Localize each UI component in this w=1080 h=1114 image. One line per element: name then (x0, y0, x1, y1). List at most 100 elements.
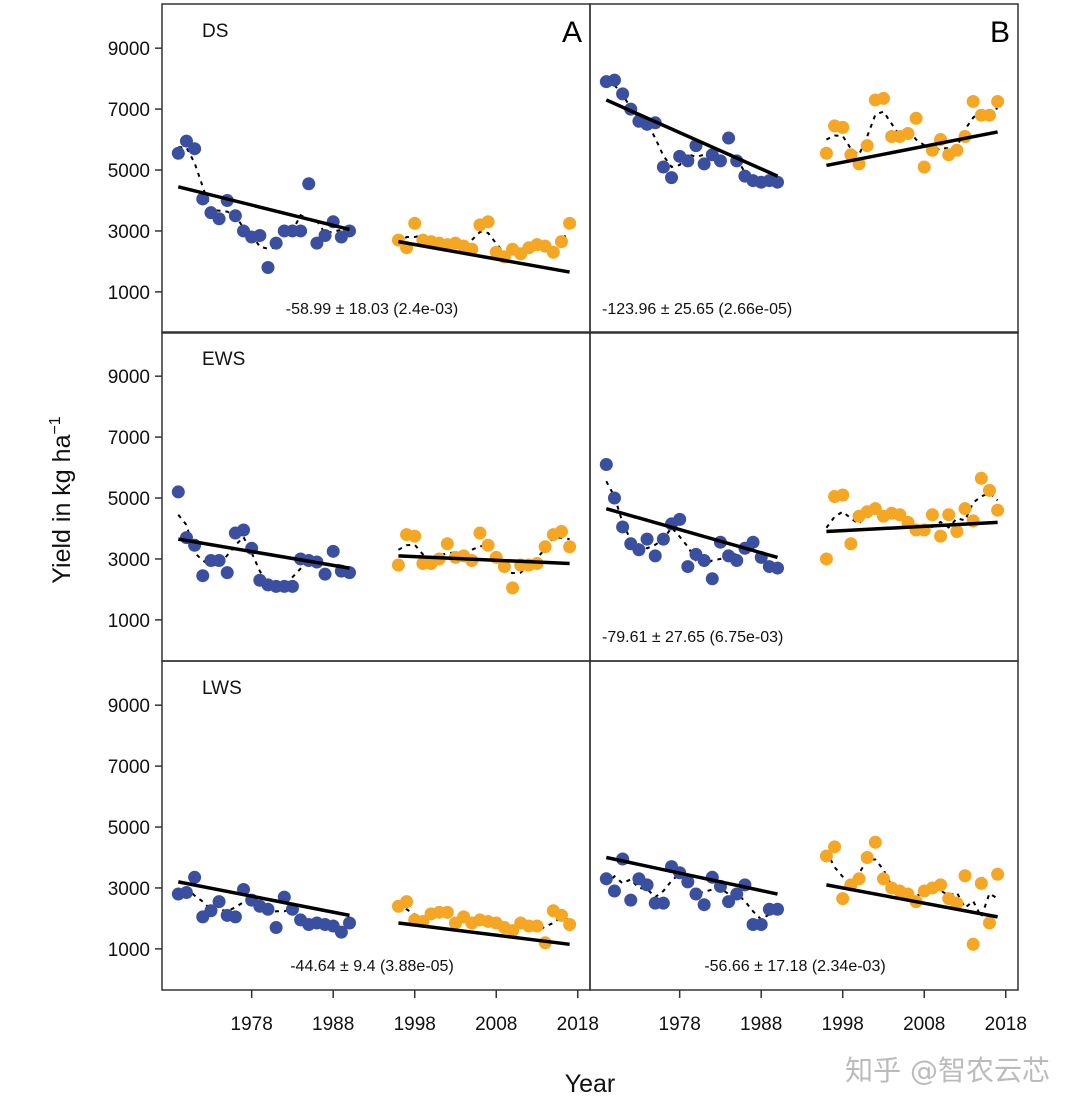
data-point (188, 142, 202, 156)
data-point (440, 905, 454, 919)
data-point (665, 171, 679, 185)
data-point (179, 886, 193, 900)
season-label: LWS (202, 678, 242, 699)
panel-2-1: -56.66 ± 17.18 (2.34e-03) (589, 660, 1019, 991)
data-point (771, 561, 785, 575)
y-tick-label: 7000 (108, 757, 150, 778)
panel-1-0: EWS (161, 331, 591, 662)
data-point (681, 560, 695, 574)
data-point (616, 87, 630, 101)
data-point (294, 224, 308, 238)
panel-0-0: DS A -58.99 ± 18.03 (2.4e-03) (161, 3, 591, 334)
data-point (860, 139, 874, 153)
data-point (607, 884, 621, 898)
data-point (408, 529, 422, 543)
data-point (656, 532, 670, 546)
data-point (400, 895, 414, 909)
data-point (819, 552, 833, 566)
data-point (722, 895, 736, 909)
data-point (868, 502, 882, 516)
data-point (893, 508, 907, 522)
data-point (310, 236, 324, 250)
panel-letter: A (562, 16, 582, 49)
data-point (934, 878, 948, 892)
data-point (506, 581, 520, 595)
data-point (640, 878, 654, 892)
data-point (974, 471, 988, 485)
data-point (836, 120, 850, 134)
data-point (497, 560, 511, 574)
data-point (253, 229, 267, 243)
panel-letter: B (990, 16, 1010, 49)
data-point (228, 910, 242, 924)
data-point (852, 872, 866, 886)
data-point (722, 131, 736, 145)
data-point (212, 212, 226, 226)
y-tick-label: 3000 (108, 550, 150, 571)
data-point (860, 850, 874, 864)
data-point (958, 869, 972, 883)
data-point (934, 529, 948, 543)
data-point (343, 916, 357, 930)
trend-line (398, 554, 570, 566)
watermark: 知乎 @智农云芯 (845, 1054, 1050, 1087)
data-point (958, 502, 972, 516)
data-point (828, 840, 842, 854)
data-point (261, 902, 275, 916)
data-point (318, 229, 332, 243)
data-point (261, 261, 275, 275)
data-point (530, 919, 544, 933)
y-axis-label-exponent: −1 (47, 416, 64, 434)
data-point (966, 937, 980, 951)
data-point (538, 540, 552, 554)
data-point (640, 532, 654, 546)
data-point (656, 896, 670, 910)
data-point (901, 126, 915, 140)
data-point (730, 887, 744, 901)
data-point (196, 192, 210, 206)
data-point (950, 143, 964, 157)
y-tick-label: 1000 (108, 940, 150, 961)
y-tick-label: 1000 (108, 611, 150, 632)
trend-line (177, 880, 350, 918)
data-point (991, 503, 1005, 517)
data-point (901, 887, 915, 901)
data-point (771, 902, 785, 916)
data-point (771, 175, 785, 189)
data-point (713, 154, 727, 168)
data-point (554, 235, 568, 249)
slope-annotation: -79.61 ± 27.65 (6.75e-03) (602, 629, 783, 646)
x-tick-label: 2008 (903, 1014, 945, 1035)
data-point (237, 523, 251, 537)
data-point (844, 537, 858, 551)
x-tick-label: 2018 (985, 1014, 1027, 1035)
data-point (844, 148, 858, 162)
data-point (220, 566, 234, 580)
y-tick-label: 9000 (108, 39, 150, 60)
data-point (868, 835, 882, 849)
x-tick-label: 2018 (557, 1014, 599, 1035)
y-tick-label: 5000 (108, 489, 150, 510)
data-point (681, 875, 695, 889)
data-point (681, 154, 695, 168)
x-axis-label: Year (565, 1070, 616, 1098)
data-point (269, 236, 283, 250)
trend-line (178, 537, 350, 570)
data-point (819, 146, 833, 160)
x-tick-label: 1988 (740, 1014, 782, 1035)
data-point (506, 924, 520, 938)
data-point (982, 108, 996, 122)
data-point (616, 520, 630, 534)
data-point (196, 569, 210, 583)
slope-annotation: -44.64 ± 9.4 (3.88e-05) (290, 958, 454, 975)
data-point (632, 543, 646, 557)
panel-frame (589, 331, 1019, 662)
panel-frame (589, 3, 1019, 334)
data-point (473, 526, 487, 540)
data-point (624, 893, 638, 907)
trend-line (398, 239, 570, 274)
data-point (673, 512, 687, 526)
data-point (876, 872, 890, 886)
data-point (982, 483, 996, 497)
data-point (917, 160, 931, 174)
